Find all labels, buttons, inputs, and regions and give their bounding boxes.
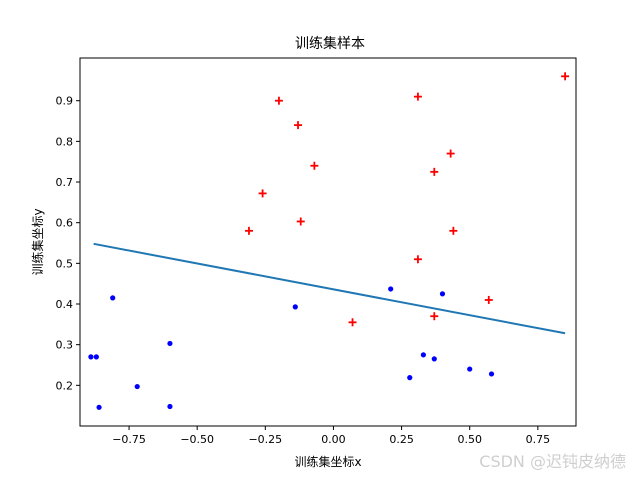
plot-marks — [88, 72, 570, 410]
watermark: CSDN @迟钝皮纳德 — [479, 452, 626, 471]
red-plus-point-5 — [310, 161, 319, 170]
chart-title: 训练集样本 — [295, 35, 365, 52]
red-plus-point-7 — [258, 189, 267, 198]
red-plus-point-11 — [413, 255, 422, 264]
y-tick-label: 0.8 — [56, 135, 74, 148]
y-axis: 0.2 0.3 0.4 0.5 0.6 0.7 0.8 0.9 — [56, 95, 80, 392]
y-tick-label: 0.9 — [56, 95, 74, 108]
blue-dot-point-1 — [167, 340, 173, 347]
blue-dot-point-5 — [96, 404, 102, 410]
blue-dot-point-10 — [420, 352, 426, 358]
y-tick-label: 0.7 — [56, 176, 74, 189]
x-tick-label: 0.25 — [389, 433, 414, 446]
y-tick-label: 0.6 — [56, 217, 74, 230]
red-plus-point-10 — [449, 226, 458, 235]
blue-dot-point-2 — [88, 354, 94, 360]
x-tick-label: −0.75 — [112, 433, 146, 446]
regression-line — [93, 242, 566, 335]
x-axis: −0.75 −0.50 −0.25 0.00 0.25 0.50 0.75 — [112, 426, 550, 446]
blue-dot-point-3 — [93, 354, 99, 360]
red-plus-point-6 — [430, 167, 439, 176]
y-axis-label: 训练集坐标y — [30, 208, 45, 275]
red-plus-point-13 — [430, 312, 439, 321]
plot-frame — [79, 57, 577, 427]
blue-dot-point-0 — [110, 295, 116, 301]
x-tick-label: −0.25 — [248, 433, 282, 446]
red-plus-point-2 — [413, 92, 422, 101]
red-plus-point-8 — [296, 217, 305, 226]
y-tick-label: 0.5 — [56, 257, 74, 270]
x-tick-label: 0.50 — [457, 433, 482, 446]
blue-dot-point-14 — [488, 371, 495, 377]
red-plus-point-4 — [446, 149, 455, 158]
y-tick-label: 0.3 — [56, 339, 74, 352]
blue-dot-point-7 — [292, 304, 298, 310]
blue-dot-point-9 — [439, 291, 446, 297]
x-tick-label: −0.50 — [180, 433, 214, 446]
red-plus-point-12 — [484, 295, 493, 304]
blue-dot-point-6 — [167, 403, 173, 410]
y-tick-label: 0.2 — [56, 379, 74, 392]
blue-dot-point-13 — [467, 366, 473, 372]
blue-dot-point-12 — [407, 375, 413, 381]
red-plus-point-3 — [294, 121, 303, 130]
red-plus-point-14 — [348, 318, 357, 327]
red-plus-point-0 — [561, 72, 570, 81]
x-axis-label: 训练集坐标x — [294, 454, 361, 469]
blue-dot-point-4 — [134, 383, 140, 390]
x-tick-label: 0.75 — [526, 433, 551, 446]
blue-dot-point-11 — [431, 356, 437, 362]
x-tick-label: 0.00 — [321, 433, 346, 446]
blue-dot-point-8 — [388, 286, 394, 292]
y-tick-label: 0.4 — [56, 298, 74, 311]
red-plus-point-1 — [274, 96, 283, 105]
red-plus-point-9 — [244, 226, 253, 235]
